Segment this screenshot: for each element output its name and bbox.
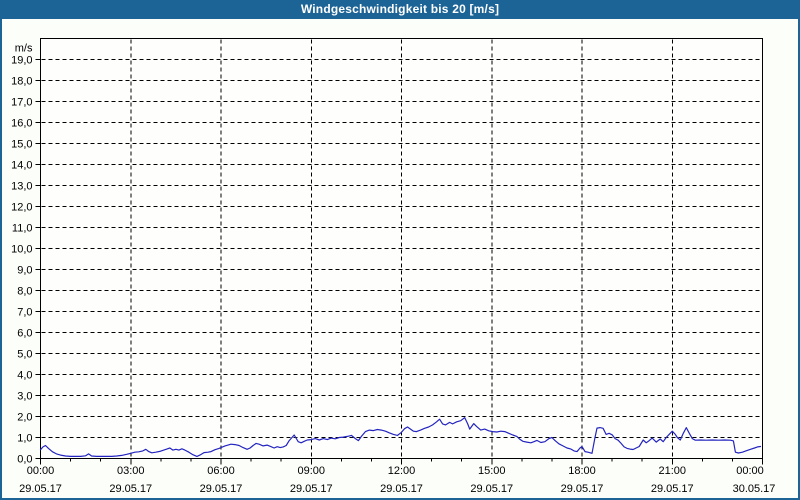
x-tick-date-label: 29.05.17 (200, 483, 243, 495)
x-tick-time-label: 03:00 (117, 465, 145, 477)
y-axis-unit-label: m/s (15, 43, 33, 55)
y-tick-label: 15,0 (11, 139, 32, 151)
y-tick-label: 6,0 (17, 328, 32, 340)
x-tick-time-label: 06:00 (207, 465, 235, 477)
x-tick-date-label: 29.05.17 (470, 483, 513, 495)
y-tick-label: 12,0 (11, 202, 32, 214)
x-tick-time-label: 18:00 (568, 465, 596, 477)
x-tick-time-label: 00:00 (736, 465, 764, 477)
x-tick-date-label: 29.05.17 (19, 483, 62, 495)
y-tick-label: 13,0 (11, 181, 32, 193)
y-tick-label: 0,0 (17, 454, 32, 466)
x-tick-time-label: 09:00 (297, 465, 325, 477)
x-tick-time-label: 12:00 (388, 465, 416, 477)
y-tick-label: 19,0 (11, 55, 32, 67)
x-tick-date-label: 29.05.17 (109, 483, 152, 495)
chart-title: Windgeschwindigkeit bis 20 [m/s] (300, 2, 500, 16)
x-tick-date-label: 29.05.17 (651, 483, 694, 495)
y-tick-label: 10,0 (11, 244, 32, 256)
y-tick-label: 9,0 (17, 265, 32, 277)
y-tick-label: 1,0 (17, 433, 32, 445)
y-tick-label: 17,0 (11, 97, 32, 109)
x-tick-time-label: 15:00 (478, 465, 506, 477)
x-tick-date-label: 29.05.17 (290, 483, 333, 495)
x-tick-time-label: 21:00 (658, 465, 686, 477)
y-tick-label: 11,0 (12, 223, 33, 235)
y-tick-label: 4,0 (17, 370, 32, 382)
y-tick-label: 7,0 (17, 307, 32, 319)
y-tick-label: 14,0 (11, 160, 32, 172)
y-tick-label: 2,0 (17, 412, 32, 424)
y-tick-label: 8,0 (17, 286, 32, 298)
wind-speed-series-line (39, 417, 762, 457)
y-tick-label: 3,0 (17, 391, 32, 403)
x-tick-date-label: 29.05.17 (561, 483, 604, 495)
y-tick-label: 18,0 (11, 76, 32, 88)
y-tick-label: 16,0 (11, 118, 32, 130)
x-tick-date-label: 30.05.17 (733, 483, 776, 495)
x-tick-date-label: 29.05.17 (380, 483, 423, 495)
title-bar: Windgeschwindigkeit bis 20 [m/s] (0, 0, 800, 19)
x-tick-time-label: 00:00 (27, 465, 55, 477)
y-tick-label: 5,0 (17, 349, 32, 361)
